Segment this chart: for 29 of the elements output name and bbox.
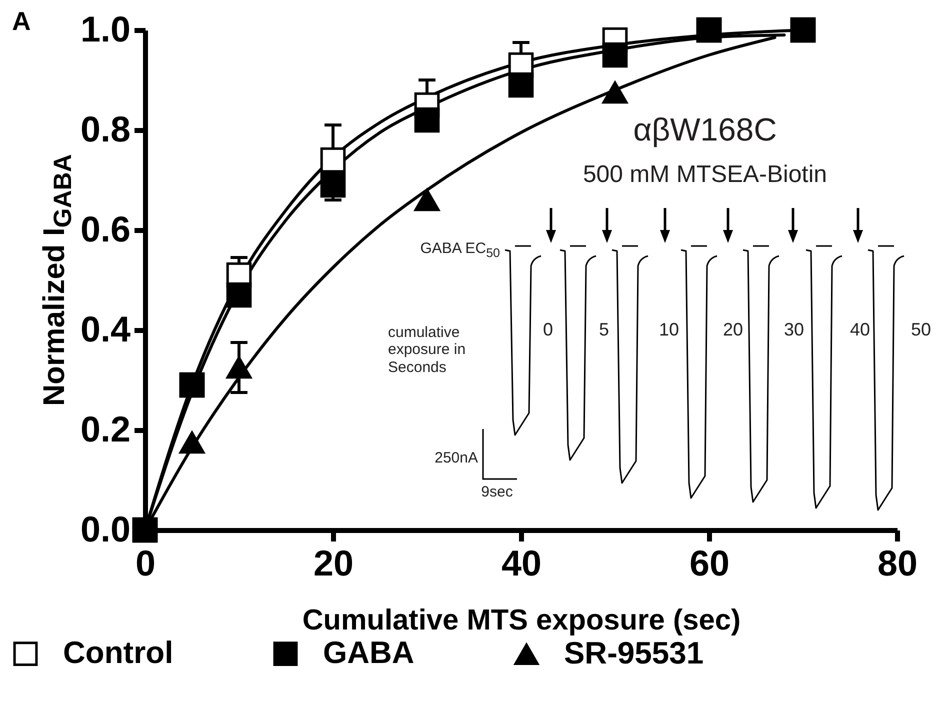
x-tick-label: 20 [313, 542, 354, 584]
text: 50 [910, 320, 932, 340]
y-tick-label: 0.8 [80, 108, 130, 150]
annotation: 10 [658, 320, 680, 340]
y-tick-label: 0.2 [80, 408, 130, 450]
annotation: GABA EC$_{50}$ [420, 240, 500, 260]
text: A [12, 6, 31, 37]
annotation: 500 mM MTSEA-Biotin [582, 161, 828, 189]
legend-label: GABA [323, 634, 414, 670]
legend-label: Control [63, 634, 174, 670]
x-axis-title: Cumulative MTS exposure (sec) [302, 604, 741, 636]
x-tick-label: 60 [689, 542, 730, 584]
annotation: 30 [784, 320, 804, 340]
annotation: 9sec [481, 483, 513, 501]
y-tick-label: 0.0 [80, 508, 130, 550]
annotation: 0 [542, 320, 554, 340]
y-tick-label: 0.6 [80, 208, 130, 250]
annotation: cumulative exposure in Seconds [388, 324, 467, 376]
legend-label: SR-95531 [564, 635, 704, 670]
x-tick-label: 40 [501, 542, 542, 584]
x-tick-label: 80 [877, 542, 918, 584]
annotation: 20 [722, 320, 744, 340]
annotation: 40 [850, 320, 870, 340]
x-tick-label: 0 [135, 542, 156, 584]
y-tick-label: 0.4 [80, 308, 130, 350]
annotation: 5 [598, 320, 610, 340]
annotation: 250nA [434, 449, 478, 467]
y-tick-label: 1.0 [80, 8, 130, 50]
annotation: αβW168C [633, 112, 777, 148]
